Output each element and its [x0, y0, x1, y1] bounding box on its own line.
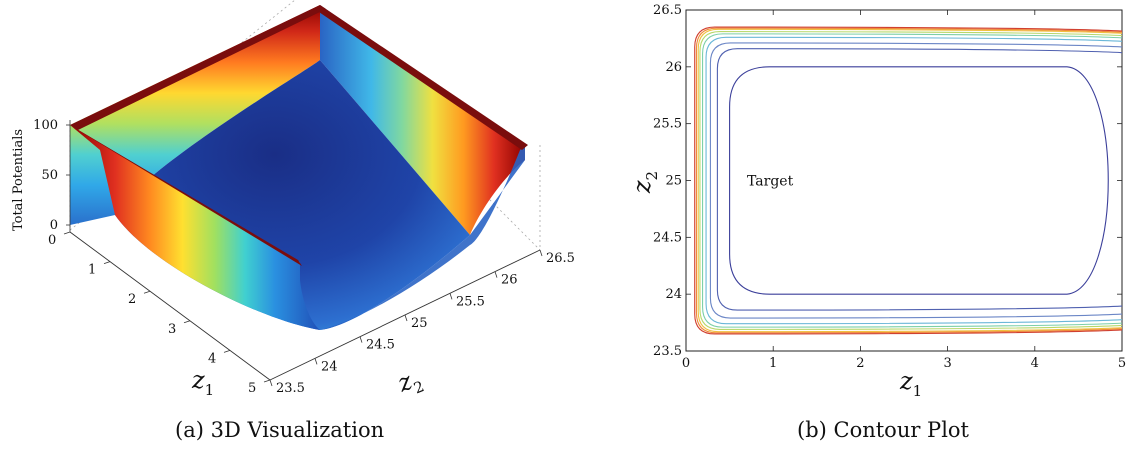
y-tick-label: 25.5 — [456, 294, 485, 309]
contour-line — [697, 28, 1123, 333]
x-tick-label: 1 — [88, 263, 96, 278]
x-tick-labels: 0 1 2 3 4 5 — [48, 231, 271, 396]
contour-line — [702, 33, 1123, 328]
y-tick-label: 26.5 — [653, 3, 682, 18]
z-tick-label: 0 — [50, 218, 58, 233]
y-ticks: 23.5 24 24.5 25 25.5 26 26.5 — [653, 3, 1122, 359]
surface-right-wall — [320, 5, 525, 235]
contour-line — [695, 27, 1123, 334]
y-tick — [269, 379, 273, 387]
x-ticks: 0 1 2 3 4 5 — [682, 10, 1126, 371]
y-tick-label: 26 — [665, 60, 682, 75]
y-tick-label: 25 — [411, 316, 428, 331]
contour-line — [716, 48, 1123, 311]
x-tick-label: 1 — [769, 356, 777, 371]
x-axis-label: z1 — [191, 366, 214, 399]
y-tick-label: 24 — [665, 287, 682, 302]
x-tick-label: 0 — [48, 233, 56, 248]
surface-rim-back — [70, 5, 326, 130]
x-tick-label: 4 — [208, 351, 216, 366]
y-tick-label: 23.5 — [653, 344, 682, 359]
y-tick-label: 23.5 — [276, 381, 305, 396]
x-tick — [183, 320, 191, 324]
x-tick — [263, 379, 271, 383]
x-tick-label: 3 — [943, 356, 951, 371]
contour-line — [729, 66, 1109, 295]
x-tick-label: 5 — [1118, 356, 1126, 371]
z-axis — [66, 120, 71, 232]
y-tick-label: 25 — [665, 174, 682, 189]
caption-a: (a) 3D Visualization — [175, 418, 385, 442]
caption-b: (b) Contour Plot — [797, 418, 969, 442]
y-axis-label: z2 — [393, 363, 427, 402]
x-tick-label: 2 — [856, 356, 864, 371]
y-tick — [404, 314, 408, 322]
x-tick-label: 5 — [248, 381, 256, 396]
panel-3d-surface: 0 50 100 Total Potentials 0 1 2 3 4 5 z1 23.5 24… — [11, 0, 575, 403]
y-tick-label: 24.5 — [653, 230, 682, 245]
contour-line — [709, 42, 1123, 319]
y-axis-label: z2 — [628, 171, 661, 194]
y-tick-label: 26 — [501, 273, 518, 288]
y-tick-label: 26.5 — [546, 251, 575, 266]
z-tick-label: 100 — [33, 118, 58, 133]
contour-line — [699, 31, 1123, 330]
x-axis-label: z1 — [899, 367, 922, 400]
y-tick — [539, 249, 543, 257]
x-tick — [143, 290, 151, 294]
surface-rim-right — [316, 5, 528, 150]
y-tick-label: 24.5 — [366, 338, 395, 353]
y-tick-label: 25.5 — [653, 117, 682, 132]
z-tick-labels: 0 50 100 — [33, 118, 58, 233]
z-tick-label: 50 — [41, 168, 58, 183]
contour-lines — [694, 26, 1123, 335]
x-tick-label: 4 — [1031, 356, 1039, 371]
y-tick — [314, 358, 318, 365]
y-tick-label: 24 — [321, 359, 338, 374]
surface-rim-front — [70, 125, 302, 266]
x-tick — [223, 350, 231, 353]
x-axis-line — [69, 231, 271, 381]
surface-front-wall — [70, 125, 320, 330]
x-tick — [63, 231, 71, 235]
x-tick-label: 3 — [168, 322, 176, 337]
y-tick — [494, 271, 498, 278]
y-tick-labels: 23.5 24 24.5 25 25.5 26 26.5 — [269, 249, 575, 396]
x-tick — [103, 261, 111, 264]
target-annotation: Target — [747, 174, 794, 190]
x-tick-label: 0 — [682, 356, 690, 371]
y-tick — [449, 293, 453, 300]
x-tick-label: 2 — [128, 292, 136, 307]
z-axis-label: Total Potentials — [11, 129, 26, 231]
contour-line — [705, 36, 1123, 325]
contour-line — [694, 26, 1123, 335]
y-tick — [359, 336, 363, 343]
